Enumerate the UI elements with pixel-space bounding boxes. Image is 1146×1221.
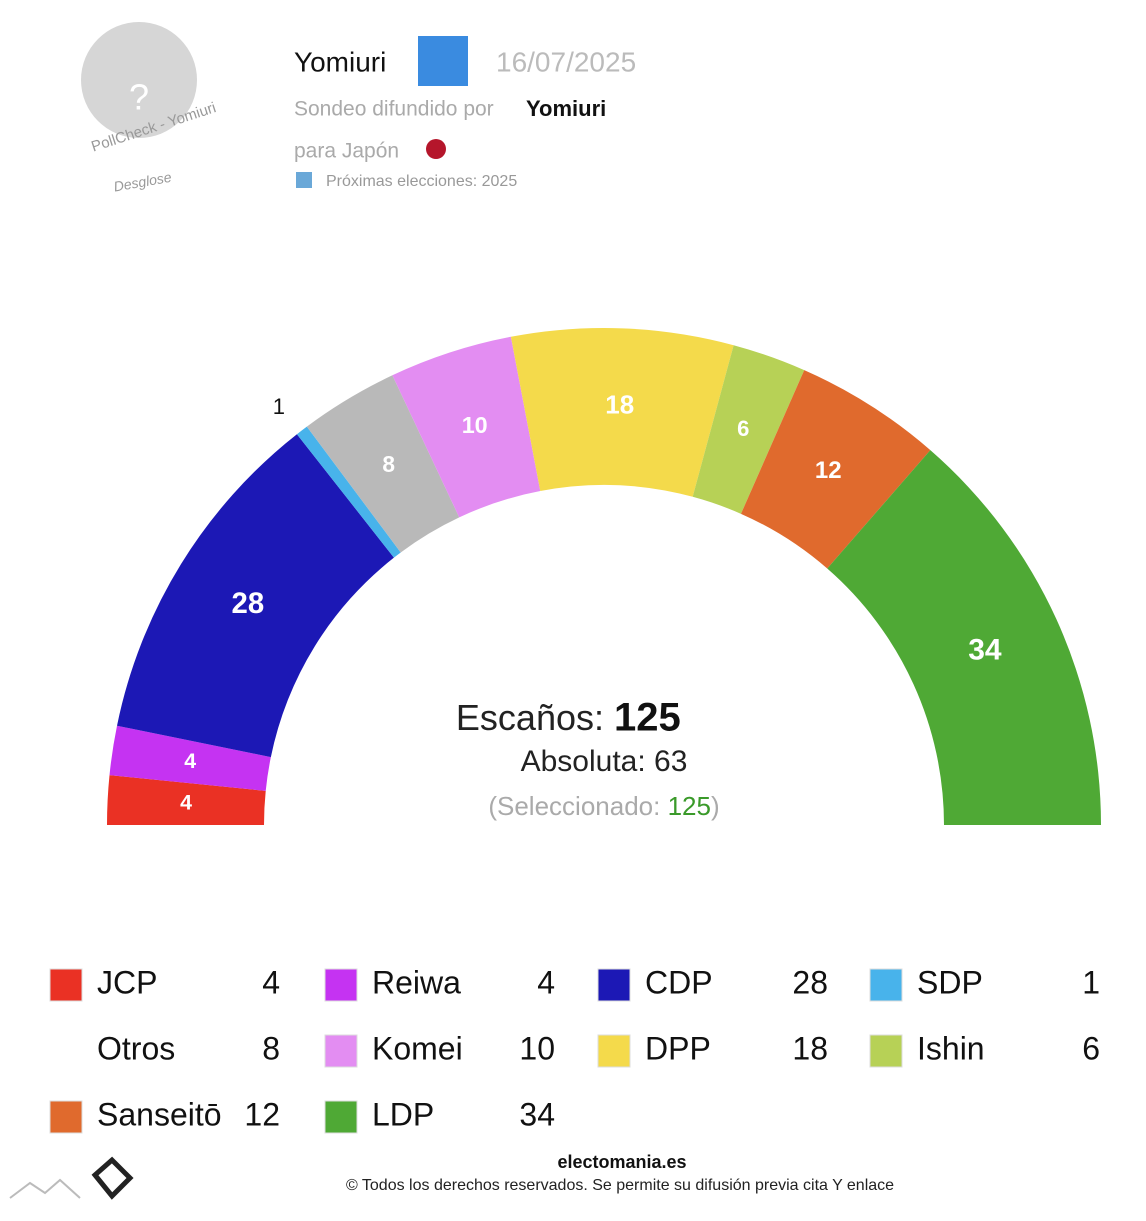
legend-icon: [324, 1100, 358, 1134]
legend-value: 28: [792, 964, 828, 1000]
legend-value: 1: [1082, 964, 1100, 1000]
legend-icon: [324, 968, 358, 1002]
legend-value: 4: [537, 964, 555, 1000]
seat-segment: [306, 375, 460, 553]
legend-icon: [869, 968, 903, 1002]
date: 16/07/2025: [496, 46, 636, 77]
seat-label: 18: [605, 390, 634, 420]
legend-name: LDP: [372, 1096, 434, 1132]
legend-name: Reiwa: [372, 964, 461, 1000]
footer-logo: [9, 1178, 81, 1199]
seat-label: 12: [815, 457, 842, 484]
legend-name: DPP: [645, 1030, 711, 1066]
seat-label: 1: [273, 394, 285, 419]
legend-icon: [597, 1034, 631, 1068]
country: para Japón: [294, 140, 399, 163]
seats-total: 125: [614, 696, 681, 740]
avatar: [81, 22, 197, 138]
seat-segment: [827, 450, 1101, 825]
breakdown[interactable]: Desglose: [112, 169, 172, 195]
legend-value: 18: [792, 1030, 828, 1066]
legend-icon: [597, 968, 631, 1002]
legend-name: SDP: [917, 964, 983, 1000]
legend-name: Sanseitō: [97, 1096, 222, 1132]
seat-segment: [107, 775, 266, 825]
legend-name: Komei: [372, 1030, 463, 1066]
legend-value: 4: [262, 964, 280, 1000]
majority: Absoluta: 63: [521, 745, 688, 778]
flag: [426, 139, 446, 159]
selected-label: (Seleccionado:: [488, 791, 660, 821]
legend-icon: [49, 1100, 83, 1134]
selected-close: ): [711, 791, 720, 821]
seat-segment: [692, 345, 805, 514]
avatar-mark: ?: [129, 77, 149, 118]
legend-value: 6: [1082, 1030, 1100, 1066]
seat-label: 34: [968, 634, 1002, 667]
selected-value: 125: [668, 791, 711, 821]
site[interactable]: electomania.es: [557, 1152, 686, 1172]
seat-label: 10: [462, 412, 488, 438]
pollster: Yomiuri: [294, 46, 386, 77]
seat-segment: [296, 426, 401, 558]
seat-segment: [392, 336, 541, 518]
seat-label: 4: [184, 749, 196, 773]
legend-name: Otros: [97, 1030, 175, 1066]
seat-label: 4: [180, 791, 192, 815]
legend-value: 10: [519, 1030, 555, 1066]
pollster-logo: [418, 36, 468, 86]
footer-mark: [91, 1156, 134, 1200]
legend-name: CDP: [645, 964, 713, 1000]
seat-segment: [510, 328, 734, 497]
legend-icon: [324, 1034, 358, 1068]
seat-segment: [740, 370, 931, 569]
ballot-icon: [296, 172, 312, 188]
seat-segment: [117, 434, 394, 758]
legend-value: 34: [519, 1096, 555, 1132]
legend-name: Ishin: [917, 1030, 985, 1066]
seats-label-text: Escaños:: [456, 697, 604, 738]
rights: © Todos los derechos reservados. Se perm…: [346, 1177, 894, 1194]
legend-name: JCP: [97, 964, 157, 1000]
legend-icon: [869, 1034, 903, 1068]
seat-label: 6: [737, 416, 749, 441]
legend: JCP 4 Reiwa 4 CDP 28 SDP 1 Otros 8 Komei 10 DPP 18 Ish…: [49, 964, 1100, 1134]
next-elections: Próximas elecciones: 2025: [326, 173, 517, 190]
spread-by[interactable]: Yomiuri: [526, 96, 606, 121]
majority-label: Absoluta:: [521, 745, 646, 778]
seats-label: Escaños:: [456, 697, 604, 738]
legend-value: 8: [262, 1030, 280, 1066]
majority-value: 63: [654, 745, 687, 778]
selected: (Seleccionado: 125): [488, 791, 719, 821]
seat-label: 8: [382, 451, 395, 477]
seat-label: 28: [232, 587, 265, 620]
seat-segment: [109, 725, 271, 791]
spread-label: Sondeo difundido por: [294, 98, 494, 121]
legend-icon: [49, 968, 83, 1002]
legend-value: 12: [244, 1096, 280, 1132]
